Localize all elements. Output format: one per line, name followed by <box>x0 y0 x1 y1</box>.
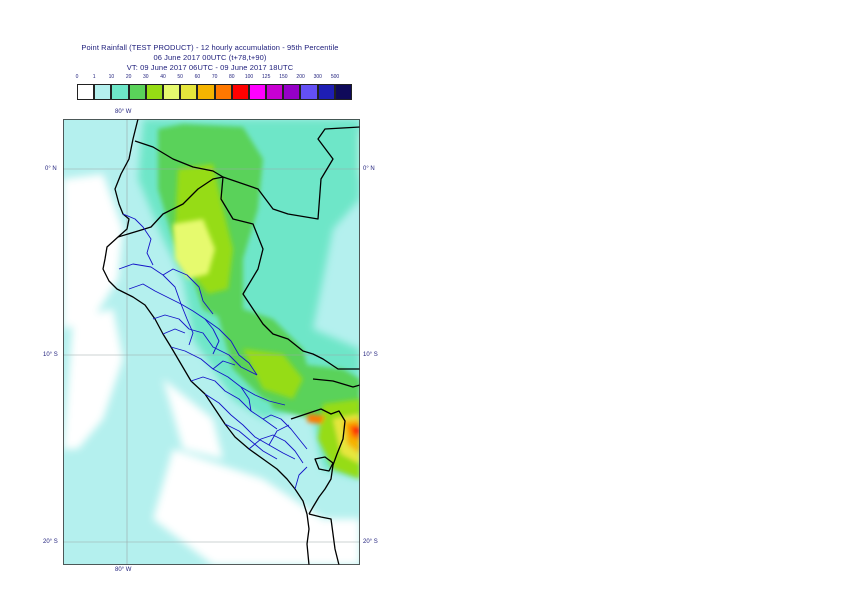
legend-tick-label: 40 <box>160 74 166 80</box>
base-time: 06 June 2017 00UTC (t+78,t+90) <box>153 53 267 62</box>
lat-label-20-right: 20° S <box>363 539 378 545</box>
legend-swatch <box>77 84 95 100</box>
border-colombia-ecuador <box>134 140 224 178</box>
legend-tick-label: 200 <box>296 74 305 80</box>
legend-tick-label: 20 <box>125 74 132 80</box>
legend-tick-label: 0 <box>75 74 79 80</box>
legend-swatch <box>214 84 232 100</box>
border-bolivia-east <box>312 378 360 388</box>
legend-tick-label: 60 <box>194 74 201 80</box>
map-canvas <box>63 119 360 565</box>
rain-40-50 <box>173 219 215 279</box>
map-title: Point Rainfall (TEST PRODUCT) - 12 hourl… <box>81 43 339 52</box>
legend-swatch <box>248 84 267 100</box>
legend-swatch <box>266 84 284 100</box>
legend-swatch <box>128 84 146 100</box>
legend-swatch <box>197 84 215 100</box>
lat-label-0-right: 0° N <box>363 166 375 172</box>
lat-label-0-left: 0° N <box>45 166 57 172</box>
graticule <box>63 119 360 565</box>
legend-swatch <box>94 84 112 100</box>
legend-tick-label: 150 <box>279 74 288 80</box>
legend-tick-label: 1 <box>92 74 96 80</box>
legend-tick-label: 500 <box>330 74 340 80</box>
lake-titicaca <box>314 456 334 472</box>
border-north-east <box>220 176 360 370</box>
coastline <box>102 119 308 515</box>
border-peru-brazil <box>222 126 360 220</box>
lat-label-10-right: 10° S <box>363 352 378 358</box>
lat-label-10-left: 10° S <box>43 352 58 358</box>
legend-swatch <box>145 84 163 100</box>
legend-swatch <box>283 84 301 100</box>
border-chile <box>308 513 340 565</box>
coastline-south <box>306 513 310 565</box>
valid-time: VT: 09 June 2017 06UTC - 09 June 2017 18… <box>126 63 294 72</box>
lat-label-20-left: 20° S <box>43 539 58 545</box>
border-ecuador-peru <box>117 176 224 238</box>
legend-swatch <box>180 84 198 100</box>
legend-swatches <box>77 84 352 100</box>
regional-borders <box>118 213 308 490</box>
legend-tick-label: 300 <box>313 74 322 80</box>
legend-swatch <box>317 84 335 100</box>
legend-swatch <box>334 84 352 100</box>
legend-tick-label: 70 <box>211 74 218 80</box>
legend-tick-label: 10 <box>108 74 115 80</box>
legend-tick-label: 125 <box>262 74 271 80</box>
legend-swatch <box>231 84 249 100</box>
lon-label-bottom: 80° W <box>115 567 132 573</box>
map-frame <box>63 119 360 565</box>
legend-swatch <box>111 84 129 100</box>
border-peru-bolivia <box>290 408 346 515</box>
legend-tick-label: 50 <box>177 74 183 80</box>
legend-swatch <box>162 84 181 100</box>
legend-tick-label: 100 <box>244 74 254 80</box>
rainfall-map <box>63 119 360 570</box>
legend-tick-label: 80 <box>229 74 235 80</box>
lon-label-top: 80° W <box>115 109 132 115</box>
legend-tick-label: 30 <box>143 74 149 80</box>
country-borders <box>102 119 360 565</box>
legend-swatch <box>300 84 318 100</box>
